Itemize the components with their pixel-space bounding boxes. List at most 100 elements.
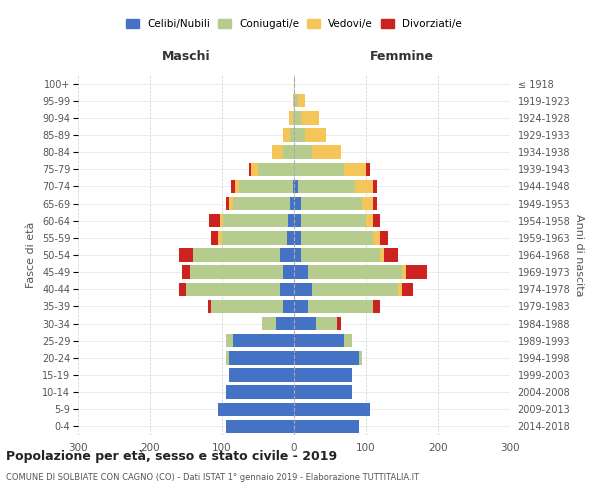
Bar	[280, 282, 294, 296]
Bar	[229, 197, 233, 210]
Bar	[301, 214, 366, 228]
Legend: Celibi/Nubili, Coniugati/e, Vedovi/e, Divorziati/e: Celibi/Nubili, Coniugati/e, Vedovi/e, Di…	[123, 16, 465, 32]
Bar	[294, 231, 301, 244]
Bar	[294, 77, 295, 90]
Bar	[272, 146, 283, 159]
Bar	[355, 180, 373, 193]
Bar	[293, 180, 294, 193]
Bar	[373, 180, 377, 193]
Bar	[402, 282, 413, 296]
Bar	[316, 317, 337, 330]
Bar	[294, 266, 308, 279]
Bar	[190, 266, 283, 279]
Bar	[373, 214, 380, 228]
Bar	[258, 162, 294, 176]
Bar	[220, 214, 223, 228]
Bar	[294, 300, 308, 313]
Bar	[179, 248, 193, 262]
Bar	[294, 334, 344, 347]
Bar	[280, 248, 294, 262]
Bar	[233, 334, 294, 347]
Bar	[308, 300, 373, 313]
Bar	[301, 231, 373, 244]
Bar	[344, 334, 352, 347]
Bar	[226, 197, 229, 210]
Text: COMUNE DI SOLBIATE CON CAGNO (CO) - Dati ISTAT 1° gennaio 2019 - Elaborazione TU: COMUNE DI SOLBIATE CON CAGNO (CO) - Dati…	[6, 472, 419, 482]
Bar	[235, 180, 239, 193]
Bar	[366, 162, 370, 176]
Text: Popolazione per età, sesso e stato civile - 2019: Popolazione per età, sesso e stato civil…	[6, 450, 337, 463]
Bar	[337, 317, 341, 330]
Bar	[288, 214, 294, 228]
Bar	[290, 197, 294, 210]
Bar	[294, 146, 312, 159]
Bar	[283, 300, 294, 313]
Bar	[211, 300, 283, 313]
Bar	[294, 317, 316, 330]
Bar	[226, 420, 294, 433]
Bar	[298, 180, 355, 193]
Bar	[294, 111, 301, 124]
Bar	[294, 386, 352, 399]
Bar	[287, 231, 294, 244]
Text: Femmine: Femmine	[370, 50, 434, 63]
Bar	[283, 146, 294, 159]
Bar	[223, 214, 288, 228]
Bar	[293, 94, 294, 108]
Bar	[301, 248, 380, 262]
Bar	[294, 368, 352, 382]
Bar	[380, 248, 384, 262]
Bar	[398, 282, 402, 296]
Bar	[373, 197, 377, 210]
Bar	[218, 402, 294, 416]
Bar	[226, 334, 233, 347]
Bar	[298, 94, 305, 108]
Bar	[301, 111, 319, 124]
Bar	[294, 402, 370, 416]
Bar	[294, 128, 305, 141]
Bar	[239, 180, 293, 193]
Bar	[294, 180, 298, 193]
Bar	[229, 351, 294, 364]
Bar	[294, 214, 301, 228]
Bar	[283, 128, 290, 141]
Bar	[226, 386, 294, 399]
Bar	[362, 197, 373, 210]
Bar	[283, 266, 294, 279]
Bar	[290, 128, 294, 141]
Bar	[312, 282, 398, 296]
Bar	[218, 231, 222, 244]
Bar	[384, 248, 398, 262]
Bar	[226, 351, 229, 364]
Text: Maschi: Maschi	[161, 50, 211, 63]
Bar	[305, 128, 326, 141]
Bar	[182, 266, 190, 279]
Bar	[250, 162, 251, 176]
Bar	[222, 231, 287, 244]
Bar	[308, 266, 402, 279]
Bar	[209, 214, 220, 228]
Bar	[208, 300, 211, 313]
Y-axis label: Anni di nascita: Anni di nascita	[574, 214, 584, 296]
Bar	[229, 368, 294, 382]
Bar	[406, 266, 427, 279]
Bar	[359, 351, 362, 364]
Bar	[233, 197, 290, 210]
Bar	[301, 197, 362, 210]
Bar	[262, 317, 276, 330]
Bar	[294, 351, 359, 364]
Bar	[294, 248, 301, 262]
Bar	[179, 282, 186, 296]
Bar	[294, 420, 359, 433]
Bar	[294, 282, 312, 296]
Bar	[373, 231, 380, 244]
Bar	[193, 248, 280, 262]
Bar	[402, 266, 406, 279]
Bar	[366, 214, 373, 228]
Bar	[232, 180, 235, 193]
Bar	[211, 231, 218, 244]
Bar	[276, 317, 294, 330]
Bar	[373, 300, 380, 313]
Y-axis label: Fasce di età: Fasce di età	[26, 222, 37, 288]
Bar	[289, 111, 293, 124]
